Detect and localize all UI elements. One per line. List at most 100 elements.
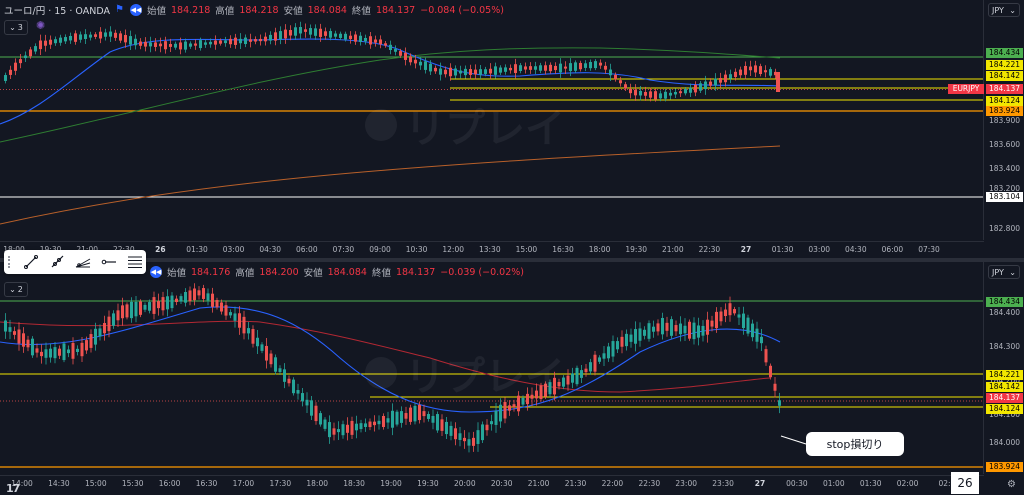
- replay-icon[interactable]: ◀◀: [150, 266, 162, 278]
- high-value: 184.200: [259, 266, 299, 278]
- candle: [616, 337, 619, 354]
- candle: [89, 329, 93, 353]
- price-tag: 184.221: [986, 60, 1023, 70]
- ray-tool-icon[interactable]: [48, 253, 66, 271]
- time-tick-label: 00:30: [786, 479, 808, 488]
- line-tool-icon[interactable]: [22, 253, 40, 271]
- currency-label: JPY: [992, 5, 1004, 15]
- price-axis-bottom[interactable]: 184.400 184.300 184.200 184.100 184.000 184.4…: [983, 262, 1024, 474]
- drag-handle[interactable]: [8, 256, 14, 268]
- price-tag: EURJPY: [948, 84, 984, 94]
- indicators-collapse-button[interactable]: ⌄ 2: [4, 282, 28, 297]
- candle: [602, 345, 606, 367]
- candle: [619, 76, 622, 87]
- candle: [499, 398, 502, 428]
- candle: [549, 62, 552, 74]
- candle: [634, 84, 637, 101]
- candle: [697, 317, 700, 346]
- candle: [334, 30, 337, 40]
- candle: [350, 416, 354, 440]
- candle: [283, 363, 286, 389]
- candle: [544, 61, 547, 75]
- candle: [499, 65, 502, 75]
- candle: [377, 415, 381, 430]
- horizontal-ray-icon[interactable]: [100, 253, 118, 271]
- currency-label: JPY: [992, 267, 1004, 277]
- candle: [329, 28, 332, 41]
- candle: [59, 34, 62, 46]
- candle: [774, 68, 777, 79]
- candle: [504, 64, 507, 75]
- candle: [749, 60, 752, 77]
- candle: [584, 60, 587, 72]
- indicators-collapse-button[interactable]: ⌄ 3: [4, 20, 28, 35]
- candle: [514, 58, 517, 79]
- candle: [489, 63, 492, 80]
- pane-divider[interactable]: [0, 258, 1024, 262]
- candle: [400, 406, 403, 428]
- candle: [394, 45, 397, 56]
- candle: [580, 365, 583, 383]
- low-value: 184.084: [327, 266, 367, 278]
- date-marker: 26: [951, 472, 979, 494]
- candle: [494, 402, 498, 433]
- change-value: −0.039 (−0.02%): [440, 266, 524, 278]
- candle: [674, 320, 678, 336]
- candle: [744, 61, 747, 80]
- callout-pointer: [780, 435, 807, 445]
- candle: [431, 409, 435, 430]
- candle: [26, 335, 30, 352]
- candle: [247, 321, 250, 340]
- low-label: 安値: [283, 6, 303, 17]
- settings-icon[interactable]: ⚙: [1007, 479, 1016, 490]
- time-axis-top[interactable]: 18:00 19:30 21:00 22:30 26 01:30 03:00 04:30 06:…: [0, 241, 984, 258]
- time-axis-bottom[interactable]: 14:00 14:30 15:00 15:30 16:00 16:30 17:00 17:30…: [0, 475, 984, 492]
- candle: [359, 32, 362, 46]
- symbol-title[interactable]: ユーロ/円 · 15 · OANDA: [4, 6, 110, 17]
- tradingview-logo[interactable]: 17: [6, 482, 20, 495]
- fib-tool-icon[interactable]: [126, 253, 144, 271]
- symbol-legend-bottom: ◀◀ 始値 184.176 高値 184.200 安値 184.084 終値 184.1…: [150, 264, 524, 280]
- candle: [521, 395, 525, 408]
- chart-pane-15m[interactable]: リプレイ ユーロ/円 · 15 · OANDA ⚑ ◀◀ 始値 184.218 高…: [0, 0, 1024, 258]
- candle: [643, 326, 646, 340]
- candle: [368, 418, 372, 431]
- currency-selector[interactable]: JPY ⌄: [988, 265, 1020, 279]
- candle: [134, 295, 138, 323]
- time-tick-label: 22:30: [698, 245, 721, 254]
- time-tick-label: 22:00: [601, 479, 624, 488]
- drawing-toolbar[interactable]: [4, 250, 146, 274]
- candle: [294, 23, 297, 40]
- time-tick-label: 21:00: [76, 245, 98, 254]
- open-label: 始値: [167, 268, 187, 279]
- time-tick-label: 01:30: [859, 479, 882, 488]
- candle: [656, 319, 660, 336]
- price-tag: 184.434: [986, 297, 1023, 307]
- blue-flag-icon[interactable]: ⚑: [114, 4, 124, 15]
- price-axis-top[interactable]: 183.900 183.600 183.400 183.200 182.800 184.4…: [948, 0, 1024, 240]
- chart-canvas-bottom[interactable]: [0, 262, 984, 474]
- candle: [472, 431, 475, 452]
- stop-loss-callout[interactable]: stop損切り: [806, 432, 904, 456]
- candle: [125, 302, 129, 320]
- candle: [179, 37, 182, 55]
- currency-selector[interactable]: JPY ⌄: [988, 3, 1020, 17]
- candle: [554, 62, 557, 74]
- candle: [665, 316, 669, 337]
- candle: [688, 319, 691, 341]
- chevron-down-icon: ⌄: [9, 285, 16, 294]
- chart-pane-1m[interactable]: リプレイ ◀◀ 始値 184.176 高値 184.200 安値 184.084 終値…: [0, 262, 1024, 492]
- pitchfork-tool-icon[interactable]: [74, 253, 92, 271]
- candle: [614, 72, 617, 82]
- candle: [419, 57, 422, 70]
- candle: [103, 315, 106, 341]
- time-tick-label: 15:30: [121, 479, 144, 488]
- chart-canvas-top[interactable]: [0, 0, 984, 240]
- candle: [49, 35, 52, 49]
- replay-icon[interactable]: ◀◀: [129, 4, 142, 16]
- candle: [199, 37, 202, 51]
- candle: [184, 38, 187, 53]
- time-tick-label: 18:00: [588, 245, 611, 254]
- candle: [557, 378, 561, 390]
- time-tick-label: 17:30: [269, 479, 292, 488]
